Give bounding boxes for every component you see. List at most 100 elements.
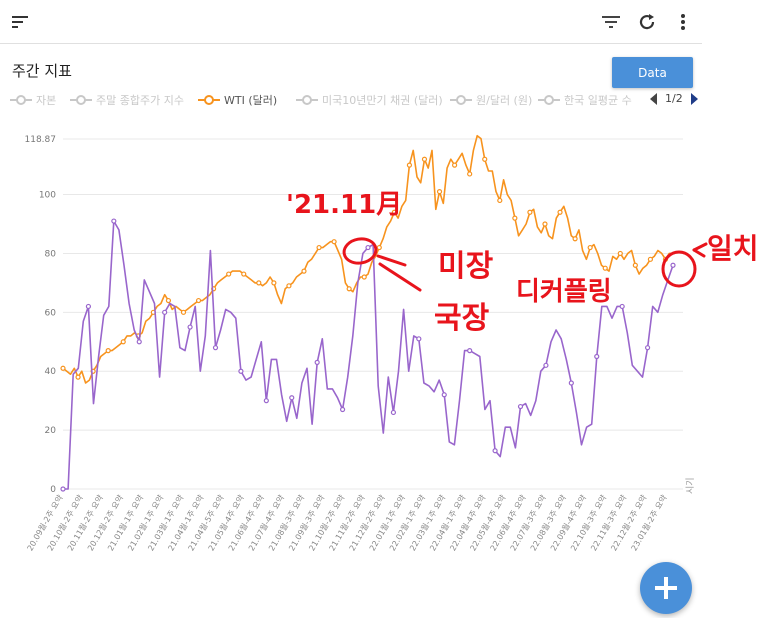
data-point[interactable] xyxy=(572,236,578,242)
data-point[interactable] xyxy=(391,209,397,215)
data-point[interactable] xyxy=(421,156,428,162)
data-point[interactable] xyxy=(416,336,422,342)
x-tick-label: 21.01월-1주 요약 xyxy=(105,492,145,552)
y-tick-label: 118.87 xyxy=(25,135,57,145)
y-tick-label: 40 xyxy=(45,367,57,377)
plus-icon xyxy=(655,577,677,599)
data-point[interactable] xyxy=(365,244,371,251)
x-tick-label: 22.05월-4주 요약 xyxy=(468,492,508,552)
legend-item-kospi[interactable]: 주말 종합주가 지수 xyxy=(70,92,184,108)
data-point[interactable] xyxy=(617,250,623,257)
data-point[interactable] xyxy=(111,218,117,224)
x-tick-label: 22.12월-2주 요약 xyxy=(609,492,649,552)
data-point[interactable] xyxy=(314,359,320,365)
wti-series-line xyxy=(62,134,673,384)
data-point[interactable] xyxy=(390,409,397,416)
more-options-button[interactable] xyxy=(669,8,697,36)
legend-circle-icon xyxy=(10,94,32,106)
data-point[interactable] xyxy=(619,303,625,310)
data-point[interactable] xyxy=(256,280,262,286)
filter-icon xyxy=(602,16,620,28)
add-button[interactable] xyxy=(640,562,692,614)
data-point[interactable] xyxy=(212,345,219,351)
x-tick-label: 22.02월-1주 요약 xyxy=(387,492,427,552)
data-point[interactable] xyxy=(105,348,111,354)
legend-item-us-10y-bond[interactable]: 미국10년만기 채권 (달러) xyxy=(296,92,443,108)
data-point[interactable] xyxy=(60,365,66,371)
data-point[interactable] xyxy=(180,309,187,315)
legend-label: 한국 일평균 수 xyxy=(564,94,632,107)
legend-page-indicator: 1/2 xyxy=(665,92,683,105)
data-point[interactable] xyxy=(271,280,277,286)
legend-circle-icon xyxy=(296,94,318,106)
menu-button[interactable] xyxy=(6,8,34,36)
data-point[interactable] xyxy=(632,262,638,268)
prev-page-icon[interactable] xyxy=(650,92,657,105)
page-title: 주간 지표 xyxy=(12,62,72,80)
data-point[interactable] xyxy=(512,215,518,221)
data-point[interactable] xyxy=(60,486,66,492)
data-point[interactable] xyxy=(263,398,269,404)
legend-label: 주말 종합주가 지수 xyxy=(96,94,184,107)
data-point[interactable] xyxy=(467,171,473,177)
data-point[interactable] xyxy=(527,209,533,215)
data-point[interactable] xyxy=(316,244,322,251)
data-point[interactable] xyxy=(647,256,654,262)
data-point[interactable] xyxy=(452,162,458,168)
data-point[interactable] xyxy=(594,353,600,360)
legend-item-wti[interactable]: WTI (달러) xyxy=(198,92,277,108)
data-point[interactable] xyxy=(241,271,247,277)
data-point[interactable] xyxy=(436,189,443,195)
data-point[interactable] xyxy=(120,339,126,345)
data-point[interactable] xyxy=(162,309,168,315)
legend-circle-icon xyxy=(538,94,560,106)
data-button[interactable]: Data xyxy=(612,57,693,88)
data-point[interactable] xyxy=(497,197,503,204)
data-point[interactable] xyxy=(670,262,676,268)
filter-button[interactable] xyxy=(597,8,625,36)
data-point[interactable] xyxy=(136,339,142,345)
data-point[interactable] xyxy=(195,297,202,304)
data-point[interactable] xyxy=(346,286,352,292)
data-point[interactable] xyxy=(441,392,447,398)
data-point[interactable] xyxy=(542,221,548,227)
data-point[interactable] xyxy=(557,209,563,215)
data-point[interactable] xyxy=(644,345,651,351)
data-point[interactable] xyxy=(376,244,382,251)
data-point[interactable] xyxy=(467,348,473,354)
data-point[interactable] xyxy=(602,265,608,271)
data-point[interactable] xyxy=(226,271,232,277)
data-point[interactable] xyxy=(301,268,307,274)
data-point[interactable] xyxy=(482,156,488,162)
data-point[interactable] xyxy=(587,244,593,251)
legend-item-capital[interactable]: 자본 xyxy=(10,92,56,108)
next-page-icon[interactable] xyxy=(690,92,698,105)
data-point[interactable] xyxy=(187,324,193,330)
x-tick-label: 21.04월-5주 요약 xyxy=(186,492,226,552)
data-point[interactable] xyxy=(517,403,524,410)
legend-item-krw-usd[interactable]: 원/달러 (원) xyxy=(450,92,532,108)
legend-label: 원/달러 (원) xyxy=(476,94,533,107)
data-point[interactable] xyxy=(543,362,549,368)
data-point[interactable] xyxy=(492,448,498,454)
x-tick-label: 22.08월-3주 요약 xyxy=(528,492,568,552)
data-point[interactable] xyxy=(286,283,292,289)
x-tick-label: 21.06월-4주 요약 xyxy=(226,492,266,552)
data-point[interactable] xyxy=(568,380,574,386)
x-tick-label: 21.10월-2주 요약 xyxy=(307,492,347,552)
x-tick-label: 22.11월-3주 요약 xyxy=(588,492,628,552)
data-point[interactable] xyxy=(75,374,81,380)
data-point[interactable] xyxy=(662,256,669,262)
data-point[interactable] xyxy=(85,303,92,310)
data-point[interactable] xyxy=(238,368,244,374)
legend-item-korea-daily[interactable]: 한국 일평균 수 xyxy=(538,92,632,108)
data-point[interactable] xyxy=(331,239,337,245)
data-point[interactable] xyxy=(289,395,295,401)
data-point[interactable] xyxy=(165,297,172,304)
second-series-line xyxy=(63,220,674,490)
data-point[interactable] xyxy=(339,406,346,413)
data-point[interactable] xyxy=(406,162,413,168)
data-point[interactable] xyxy=(361,274,367,280)
y-tick-label: 100 xyxy=(39,191,56,201)
refresh-button[interactable] xyxy=(633,8,661,36)
